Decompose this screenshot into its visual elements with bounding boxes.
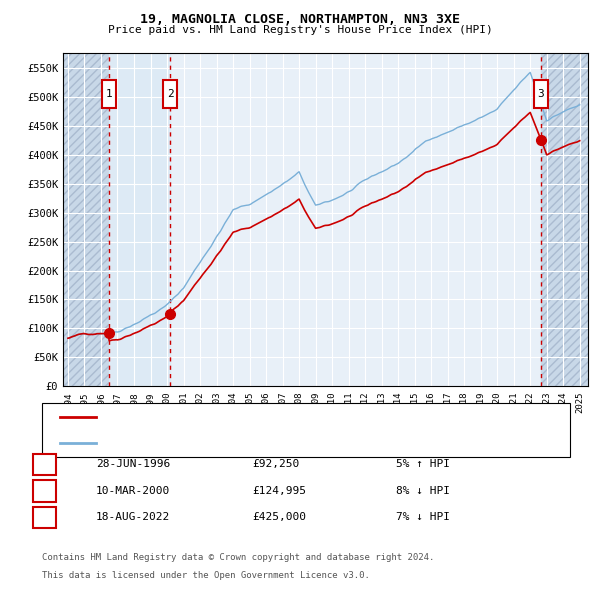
Bar: [541, 53, 588, 386]
Text: 5% ↑ HPI: 5% ↑ HPI: [396, 460, 450, 469]
Text: £124,995: £124,995: [252, 486, 306, 496]
Text: 19, MAGNOLIA CLOSE, NORTHAMPTON, NN3 3XE (detached house): 19, MAGNOLIA CLOSE, NORTHAMPTON, NN3 3XE…: [105, 412, 440, 422]
Text: Price paid vs. HM Land Registry's House Price Index (HPI): Price paid vs. HM Land Registry's House …: [107, 25, 493, 35]
Text: £425,000: £425,000: [252, 513, 306, 522]
Text: 19, MAGNOLIA CLOSE, NORTHAMPTON, NN3 3XE: 19, MAGNOLIA CLOSE, NORTHAMPTON, NN3 3XE: [140, 13, 460, 26]
Text: 3: 3: [537, 88, 544, 99]
Text: 2: 2: [167, 88, 173, 99]
Text: 10-MAR-2000: 10-MAR-2000: [96, 486, 170, 496]
Bar: [533, 80, 548, 107]
Text: 7% ↓ HPI: 7% ↓ HPI: [396, 513, 450, 522]
Bar: [63, 53, 109, 386]
Text: Contains HM Land Registry data © Crown copyright and database right 2024.: Contains HM Land Registry data © Crown c…: [42, 553, 434, 562]
Text: 1: 1: [41, 460, 48, 469]
Bar: [541, 53, 588, 386]
Text: 1: 1: [106, 88, 112, 99]
Text: 18-AUG-2022: 18-AUG-2022: [96, 513, 170, 522]
Bar: [63, 53, 109, 386]
Text: 8% ↓ HPI: 8% ↓ HPI: [396, 486, 450, 496]
Text: 28-JUN-1996: 28-JUN-1996: [96, 460, 170, 469]
Text: 3: 3: [41, 513, 48, 522]
Text: £92,250: £92,250: [252, 460, 299, 469]
Text: This data is licensed under the Open Government Licence v3.0.: This data is licensed under the Open Gov…: [42, 571, 370, 580]
Text: HPI: Average price, detached house, West Northamptonshire: HPI: Average price, detached house, West…: [105, 438, 440, 447]
Text: 2: 2: [41, 486, 48, 496]
Bar: [109, 53, 170, 386]
Bar: [102, 80, 116, 107]
Bar: [163, 80, 177, 107]
